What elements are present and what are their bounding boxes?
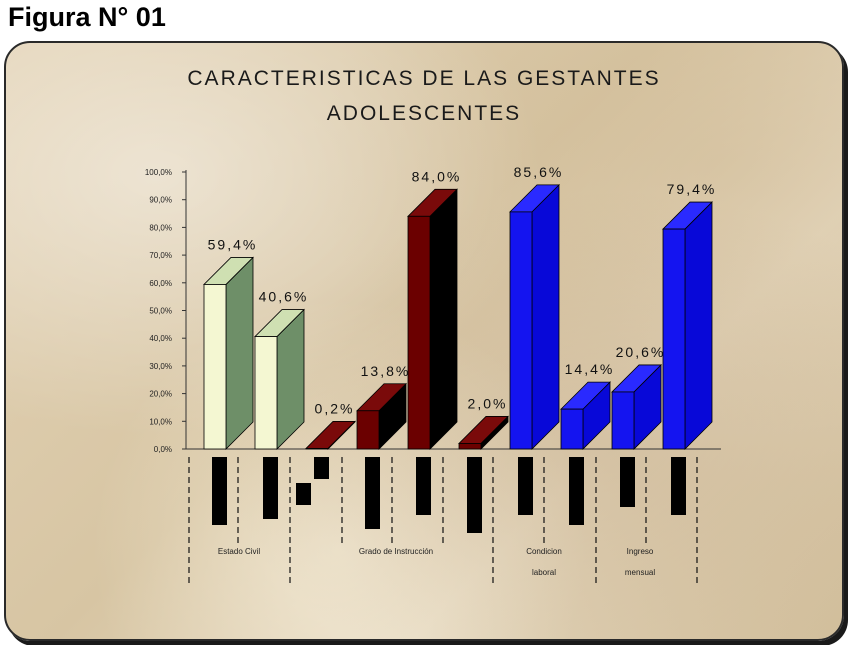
y-tick-label: 30,0% bbox=[149, 362, 172, 371]
data-label: 40,6% bbox=[259, 289, 309, 305]
bar-1 bbox=[203, 256, 254, 450]
data-label: 79,4% bbox=[667, 181, 717, 197]
data-label: 59,4% bbox=[208, 236, 258, 252]
bar-8 bbox=[560, 381, 611, 450]
table-marker bbox=[365, 457, 380, 529]
group-label: Estado Civil bbox=[218, 547, 260, 556]
chart-title-line-1: CARACTERISTICAS DE LAS GESTANTES bbox=[187, 67, 660, 90]
table-marker bbox=[212, 457, 227, 525]
y-tick-label: 50,0% bbox=[149, 307, 172, 316]
data-label: 2,0% bbox=[468, 395, 508, 411]
data-label: 14,4% bbox=[565, 361, 615, 377]
y-tick-label: 80,0% bbox=[149, 223, 172, 232]
data-label: 85,6% bbox=[514, 164, 564, 180]
bar-7 bbox=[509, 183, 560, 450]
y-tick-label: 60,0% bbox=[149, 279, 172, 288]
data-label: 13,8% bbox=[361, 363, 411, 379]
bar-10 bbox=[662, 201, 713, 450]
table-marker bbox=[671, 457, 686, 515]
y-tick-label: 70,0% bbox=[149, 251, 172, 260]
bar-3 bbox=[305, 420, 356, 450]
data-labels: 59,4% 40,6% 0,2% 13,8% 84,0% 2,0% 85,6% 14,4%20… bbox=[208, 164, 717, 417]
y-tick-label: 100,0% bbox=[145, 168, 172, 177]
table-marker bbox=[314, 457, 329, 479]
bar-5 bbox=[407, 188, 458, 450]
table-marker bbox=[569, 457, 584, 525]
y-tick-label: 40,0% bbox=[149, 334, 172, 343]
group-label: Grado de Instrucción bbox=[359, 547, 433, 556]
y-tick-label: 0,0% bbox=[154, 445, 172, 454]
group-label: Ingreso bbox=[627, 547, 654, 556]
table-marker bbox=[296, 483, 311, 505]
table-marker bbox=[416, 457, 431, 515]
bar-9 bbox=[611, 363, 662, 450]
bar-6 bbox=[458, 415, 509, 450]
table-marker bbox=[263, 457, 278, 519]
data-label: 20,6% bbox=[616, 344, 666, 360]
bar-4 bbox=[356, 382, 407, 450]
table-marker bbox=[467, 457, 482, 533]
figure-label: Figura N° 01 bbox=[8, 2, 166, 32]
chart-title-line-2: ADOLESCENTES bbox=[327, 102, 521, 125]
category-table: Estado Civil Grado de Instrucción Condicio… bbox=[188, 457, 698, 583]
data-label: 0,2% bbox=[315, 400, 355, 416]
group-label: Condicion bbox=[526, 547, 562, 556]
y-tick-label: 20,0% bbox=[149, 390, 172, 399]
bar-series bbox=[203, 183, 713, 450]
bar-2 bbox=[254, 308, 305, 450]
group-label: mensual bbox=[625, 568, 655, 577]
bar-chart: CARACTERISTICAS DE LAS GESTANTES ADOLESC… bbox=[145, 67, 721, 583]
table-marker bbox=[620, 457, 635, 507]
table-marker bbox=[518, 457, 533, 515]
y-tick-label: 10,0% bbox=[149, 417, 172, 426]
y-tick-label: 90,0% bbox=[149, 196, 172, 205]
group-label: laboral bbox=[532, 568, 556, 577]
data-label: 84,0% bbox=[412, 168, 462, 184]
chart-panel: CARACTERISTICAS DE LAS GESTANTES ADOLESC… bbox=[4, 41, 844, 641]
